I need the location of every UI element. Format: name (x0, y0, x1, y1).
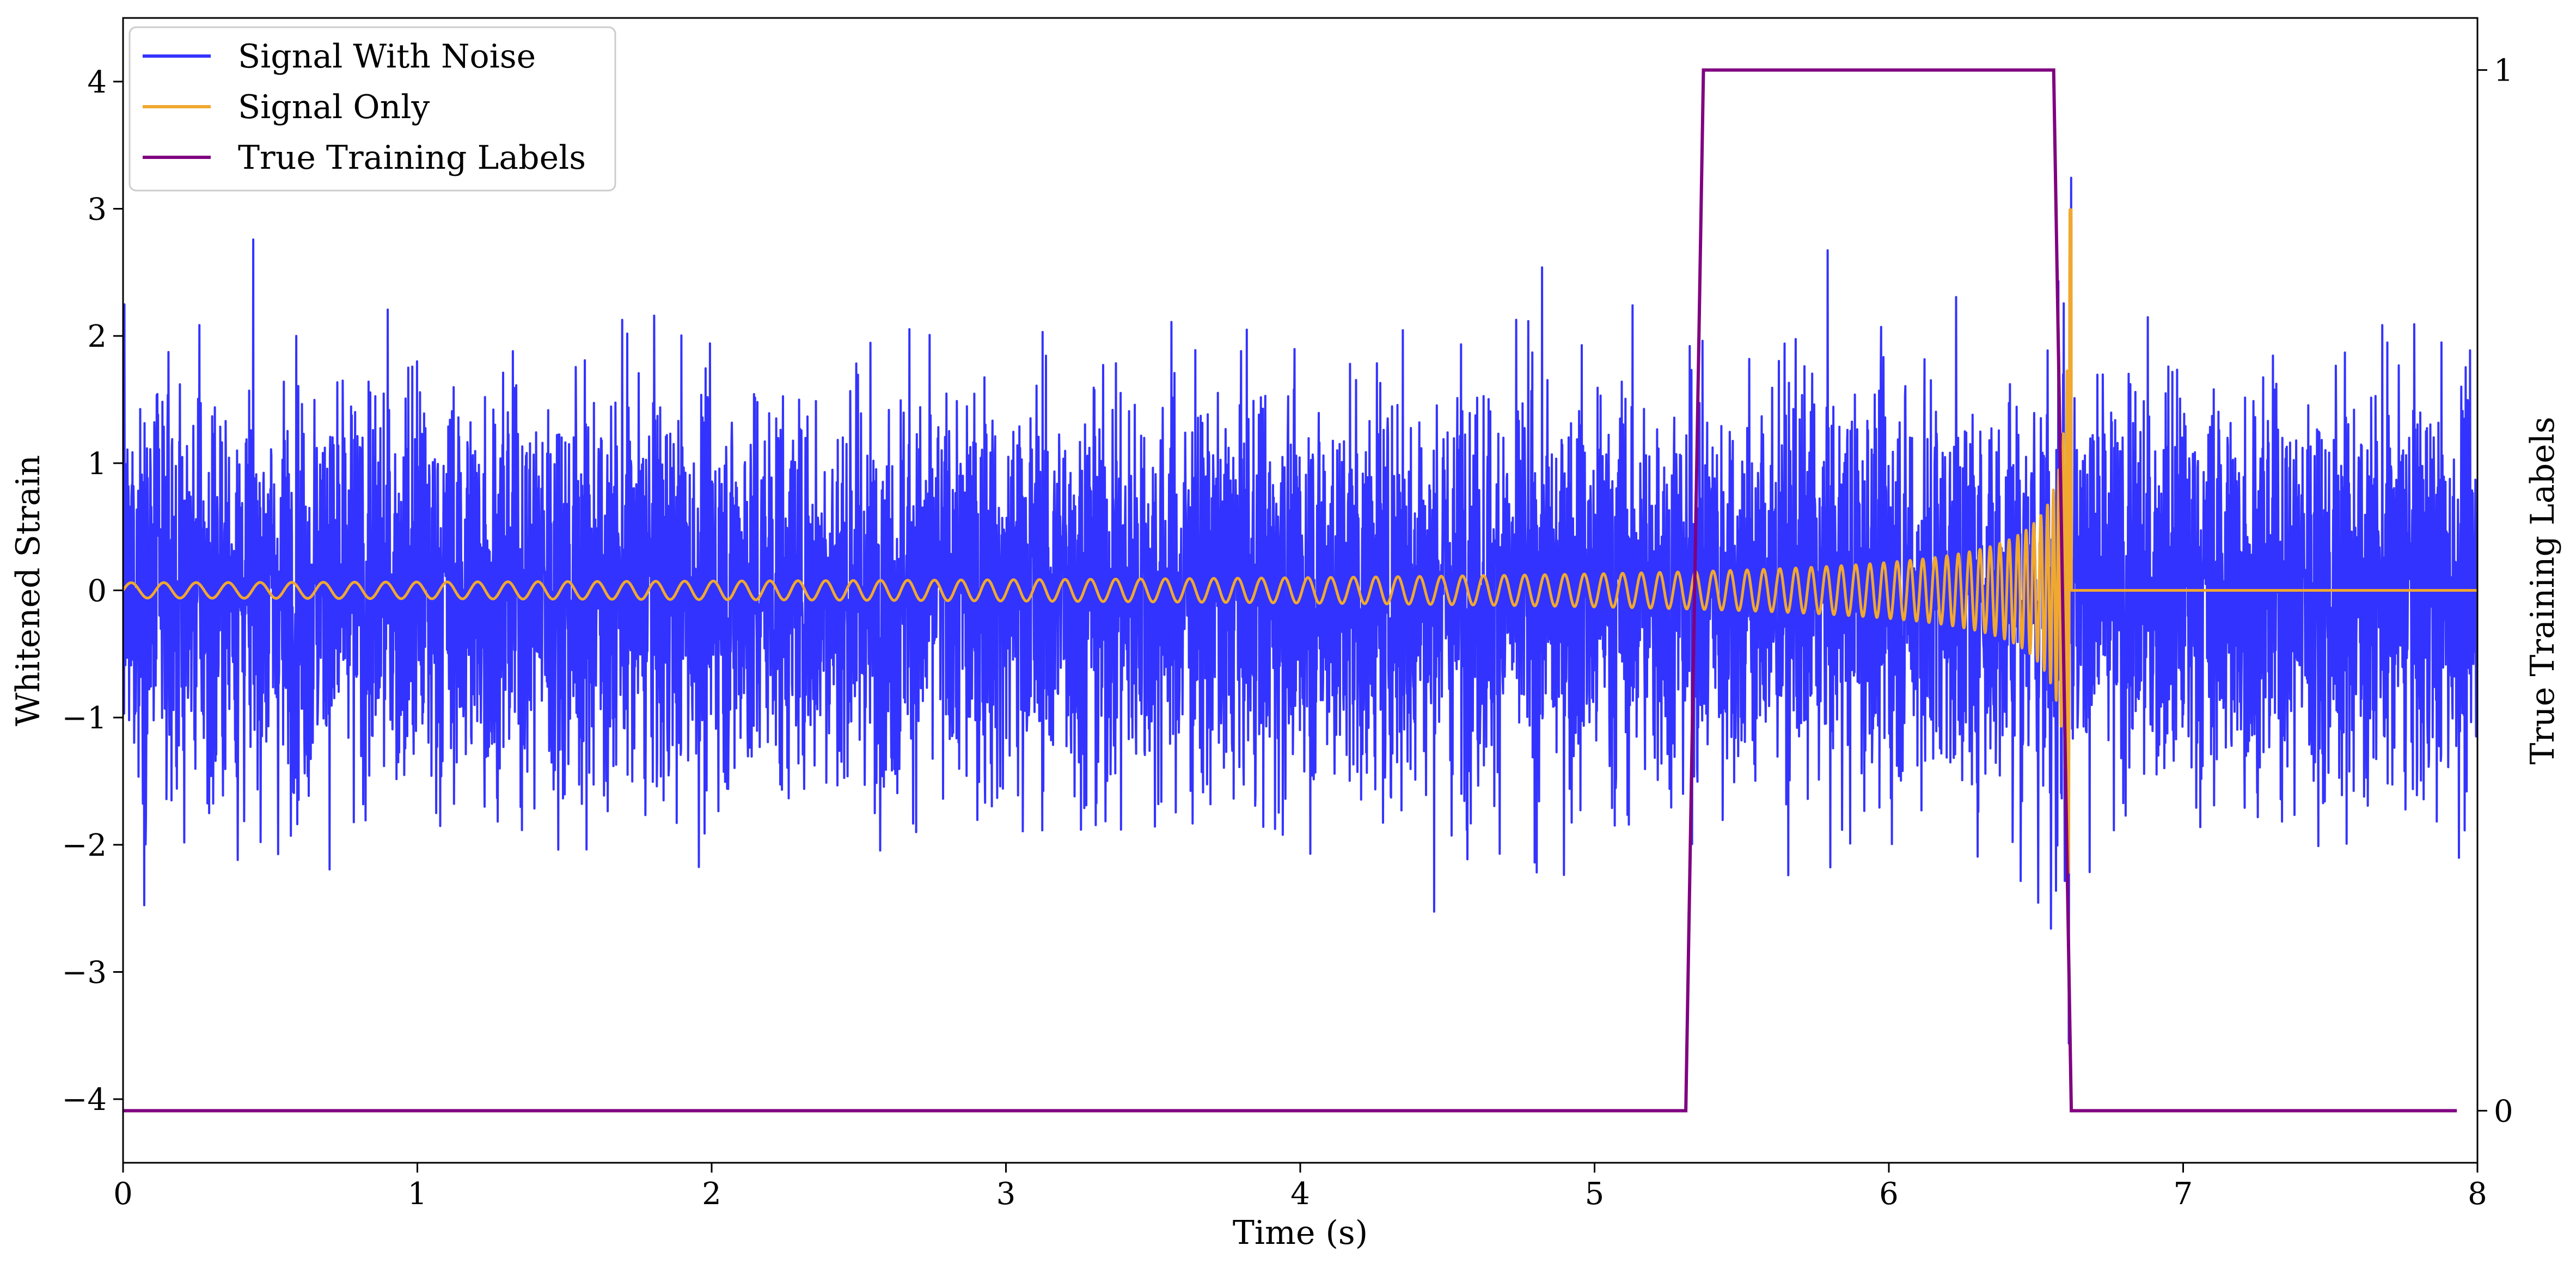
y-tick-label-3: −1 (62, 701, 107, 736)
y-tick-label-6: 2 (87, 319, 107, 354)
y-tick-label-2: −2 (62, 828, 107, 863)
x-tick-label-0: 0 (113, 1176, 133, 1212)
x-axis: 0 1 2 3 4 5 6 7 8 (113, 1163, 2487, 1212)
x-axis-label: Time (s) (1233, 1214, 1368, 1252)
y-tick-label-4: 0 (87, 574, 107, 609)
legend-label-true-training-labels: True Training Labels (238, 139, 586, 177)
y2-tick-label-0: 0 (2494, 1094, 2513, 1129)
x-tick-label-2: 2 (702, 1176, 721, 1212)
y-tick-label-5: 1 (87, 446, 107, 482)
series-line-true-training-labels (123, 68, 2457, 1113)
y-axis-left: −4 −3 −2 −1 0 1 2 3 4 (62, 65, 123, 1118)
x-tick-label-6: 6 (1879, 1176, 1899, 1212)
legend-label-signal-only: Signal Only (238, 88, 430, 126)
y-tick-label-8: 4 (87, 65, 107, 100)
x-tick-label-5: 5 (1585, 1176, 1605, 1212)
y-tick-label-0: −4 (62, 1082, 107, 1118)
y2-axis-label: True Training Labels (2524, 416, 2562, 764)
y2-tick-label-1: 1 (2494, 53, 2513, 89)
series-line-signal-with-noise (123, 176, 2477, 1045)
series-layer (123, 68, 2477, 1113)
legend: Signal With Noise Signal Only True Train… (129, 26, 616, 192)
y-tick-label-1: −3 (62, 955, 107, 991)
x-tick-label-7: 7 (2174, 1176, 2193, 1212)
y-tick-label-7: 3 (87, 192, 107, 228)
x-tick-label-8: 8 (2468, 1176, 2487, 1212)
y-axis-right: 01 (2477, 53, 2513, 1129)
series-line-signal-only (123, 208, 2477, 874)
legend-box (129, 26, 616, 192)
x-tick-label-1: 1 (408, 1176, 427, 1212)
x-tick-label-3: 3 (996, 1176, 1016, 1212)
legend-label-signal-with-noise: Signal With Noise (238, 38, 536, 76)
x-tick-label-4: 4 (1290, 1176, 1310, 1212)
y-axis-label: Whitened Strain (9, 455, 47, 726)
